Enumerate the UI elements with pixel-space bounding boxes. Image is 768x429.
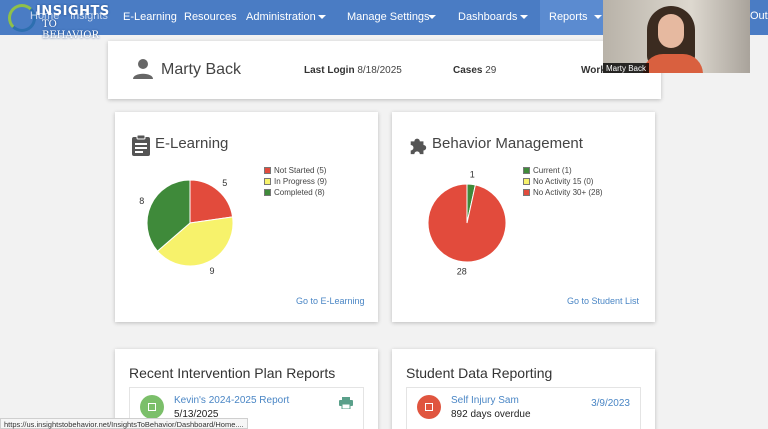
nav-logout[interactable]: Out — [750, 10, 768, 22]
e-learning-legend: Not Started (5) In Progress (9) Completed … — [264, 166, 327, 199]
e-learning-legend-swatch-2 — [264, 189, 271, 196]
e-learning-legend-item-1: In Progress (9) — [264, 177, 327, 188]
behavior-management-title: Behavior Management — [432, 135, 583, 152]
nav-administration[interactable]: Administration — [246, 11, 316, 23]
video-person-face — [658, 14, 684, 48]
reports-chevron-down-icon[interactable] — [594, 15, 602, 19]
e-learning-slice-2[interactable] — [146, 179, 191, 252]
last-login-label: Last Login — [304, 65, 355, 76]
print-icon[interactable] — [339, 397, 353, 409]
e-learning-slice-0[interactable] — [189, 179, 234, 224]
behavior-data-label-2: 28 — [457, 267, 467, 277]
behavior-data-label-0: 1 — [470, 169, 475, 179]
behavior-legend-label-0: Current (1) — [533, 166, 572, 175]
behavior-legend-label-1: No Activity 15 (0) — [533, 177, 594, 186]
student-link[interactable]: Self Injury Sam — [451, 395, 519, 406]
behavior-legend: Current (1) No Activity 15 (0) No Activity… — [523, 166, 603, 199]
e-learning-legend-item-0: Not Started (5) — [264, 166, 327, 177]
behavior-legend-item-1: No Activity 15 (0) — [523, 177, 603, 188]
nav-e-learning[interactable]: E-Learning — [123, 11, 177, 23]
dashboards-chevron-down-icon[interactable] — [520, 15, 528, 19]
work-label: Work — [581, 65, 606, 76]
behavior-legend-item-2: No Activity 30+ (28) — [523, 188, 603, 199]
e-learning-legend-label-0: Not Started (5) — [274, 166, 327, 175]
webcam-video-overlay: Marty Back — [603, 0, 750, 73]
nav-home[interactable]: Home — [30, 10, 60, 22]
insights-logo[interactable]: INSIGHTS TO BEHAVIOR — [6, 2, 110, 41]
student-data-list-item[interactable]: Self Injury Sam 892 days overdue 3/9/202… — [406, 387, 641, 429]
report-date: 5/13/2025 — [174, 409, 219, 420]
nav-insights[interactable]: Insights — [70, 10, 108, 22]
manage-settings-chevron-down-icon[interactable] — [428, 15, 436, 19]
student-data-reporting-card: Student Data Reporting Self Injury Sam 8… — [392, 349, 655, 429]
logo-text-line2: TO BEHAVIOR — [42, 19, 99, 41]
e-learning-legend-swatch-0 — [264, 167, 271, 174]
behavior-pie-chart: 1 28 — [427, 169, 507, 277]
cases-label: Cases — [453, 65, 483, 76]
behavior-legend-swatch-2 — [523, 189, 530, 196]
report-link[interactable]: Kevin's 2024-2025 Report — [174, 395, 290, 406]
last-login-value: 8/18/2025 — [357, 65, 402, 76]
clipboard-icon — [132, 134, 150, 156]
go-to-student-list-link[interactable]: Go to Student List — [567, 296, 640, 306]
report-icon — [140, 395, 164, 419]
user-name: Marty Back — [161, 61, 242, 78]
person-icon — [133, 59, 153, 79]
student-data-date: 3/9/2023 — [591, 398, 630, 409]
e-learning-legend-label-2: Completed (8) — [274, 188, 325, 197]
administration-chevron-down-icon[interactable] — [318, 15, 326, 19]
nav-manage-settings[interactable]: Manage Settings — [347, 11, 430, 23]
e-learning-legend-label-1: In Progress (9) — [274, 177, 327, 186]
behavior-legend-item-0: Current (1) — [523, 166, 603, 177]
nav-dashboards[interactable]: Dashboards — [458, 11, 518, 23]
video-name-tag: Marty Back — [603, 63, 650, 73]
recent-intervention-reports-card: Recent Intervention Plan Reports Kevin's… — [115, 349, 378, 429]
e-learning-legend-item-2: Completed (8) — [264, 188, 327, 199]
e-learning-data-label-0: 5 — [222, 178, 227, 188]
behavior-legend-label-2: No Activity 30+ (28) — [533, 188, 603, 197]
student-data-icon — [417, 395, 441, 419]
student-data-reporting-title: Student Data Reporting — [406, 365, 553, 381]
e-learning-pie-chart: 5 9 8 — [139, 178, 234, 276]
e-learning-slice-1[interactable] — [156, 216, 234, 267]
behavior-legend-swatch-1 — [523, 178, 530, 185]
behavior-management-card: Behavior Management 1 28 Current (1) No Ac… — [392, 112, 655, 322]
browser-status-url: https://us.insightstobehavior.net/Insigh… — [0, 418, 248, 429]
work-stat: Work — [581, 65, 606, 76]
puzzle-piece-icon — [410, 138, 427, 155]
nav-reports[interactable]: Reports — [549, 11, 588, 23]
cases-stat: Cases 29 — [453, 65, 496, 76]
e-learning-data-label-1: 9 — [210, 266, 215, 276]
user-summary-card: Marty Back Last Login 8/18/2025 Cases 29… — [108, 41, 661, 99]
behavior-slice-2[interactable] — [427, 183, 507, 263]
e-learning-card: E-Learning 5 9 8 Not Started (5) In Progres… — [115, 112, 378, 322]
go-to-e-learning-link[interactable]: Go to E-Learning — [296, 296, 365, 306]
e-learning-legend-swatch-1 — [264, 178, 271, 185]
cases-value: 29 — [485, 65, 497, 76]
logo-text-line1: INSIGHTS — [36, 4, 110, 19]
logo-emblem-icon — [8, 4, 36, 32]
last-login-stat: Last Login 8/18/2025 — [304, 65, 402, 76]
video-person-body — [643, 54, 703, 73]
recent-reports-title: Recent Intervention Plan Reports — [129, 365, 336, 381]
e-learning-title: E-Learning — [155, 135, 229, 152]
behavior-legend-swatch-0 — [523, 167, 530, 174]
nav-resources[interactable]: Resources — [184, 11, 237, 23]
overdue-text: 892 days overdue — [451, 409, 531, 420]
e-learning-data-label-2: 8 — [139, 196, 144, 206]
